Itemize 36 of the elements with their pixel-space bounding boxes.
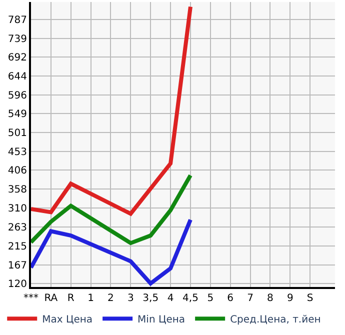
x-tick-label: R (67, 293, 74, 304)
x-tick-label: 7 (247, 293, 254, 304)
y-tick-label: 120 (8, 278, 27, 290)
y-tick-label: 787 (8, 14, 27, 26)
legend-label: Min Цена (138, 314, 186, 326)
x-tick-label: RA (44, 293, 58, 304)
x-tick-label: 2 (108, 293, 114, 304)
legend-label: Сред.Цена, т.йен (230, 314, 321, 326)
y-tick-label: 692 (8, 52, 27, 64)
y-tick-label: 310 (8, 204, 27, 215)
y-tick-label: 549 (8, 109, 27, 120)
line-series (31, 173, 192, 246)
y-tick-label: 644 (8, 72, 27, 83)
x-tick-label: 6 (227, 293, 234, 304)
x-tick-label: 9 (286, 293, 294, 304)
y-tick-label: 739 (8, 34, 27, 45)
y-tick-label: 453 (8, 147, 27, 158)
y-tick-label: 358 (8, 184, 27, 196)
x-tick-label: 3,5 (142, 293, 159, 304)
x-tick-label: 4 (167, 293, 174, 304)
x-tick-label: 4,5 (182, 293, 198, 304)
y-tick-label: 406 (8, 166, 27, 177)
y-tick-label: 263 (8, 222, 27, 234)
x-tick-label: 8 (267, 293, 274, 304)
x-tick-label: 3 (127, 293, 134, 304)
x-tick-label: 5 (207, 293, 214, 304)
line-series (31, 218, 192, 286)
x-tick-label: 1 (88, 293, 94, 304)
y-tick-label: 596 (8, 90, 27, 102)
y-tick-label: 167 (8, 260, 27, 272)
x-tick-label: S (306, 293, 314, 304)
line-series (31, 4, 192, 216)
x-tick-label: *** (24, 293, 38, 304)
y-tick-label: 501 (8, 128, 27, 140)
legend-label: Max Цена (42, 314, 93, 326)
y-tick-label: 215 (8, 241, 27, 252)
